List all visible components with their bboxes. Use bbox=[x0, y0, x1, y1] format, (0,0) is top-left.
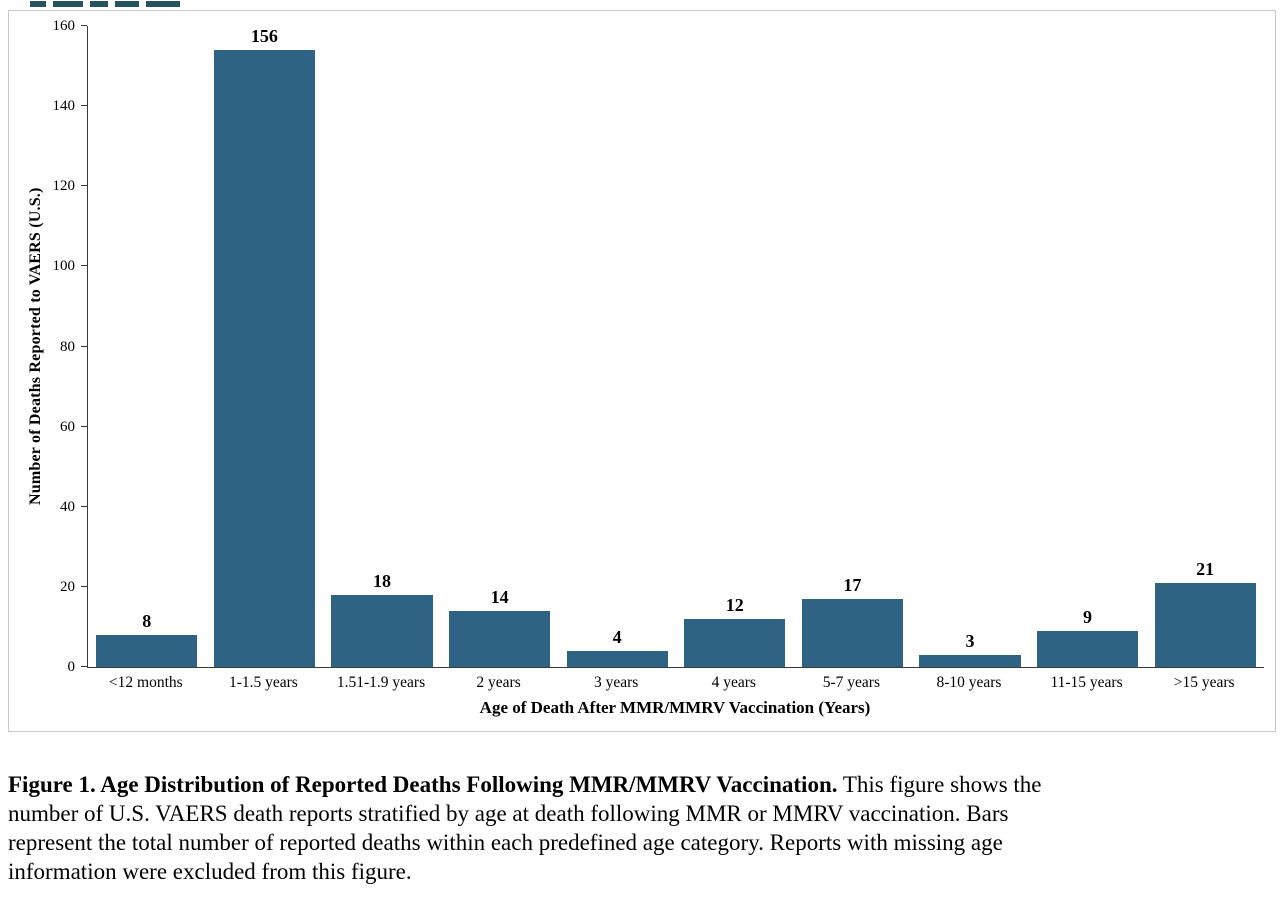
caption-line1-rest: This figure shows the bbox=[837, 772, 1042, 797]
bar-value-label: 14 bbox=[490, 586, 509, 607]
y-tick-label: 120 bbox=[52, 178, 76, 195]
clipped-word-shape bbox=[90, 1, 108, 7]
y-tick-mark bbox=[81, 265, 87, 267]
y-tick-mark bbox=[81, 425, 87, 427]
bar-value-label: 17 bbox=[843, 574, 862, 595]
bar-column: 4 bbox=[558, 26, 676, 667]
bar bbox=[684, 618, 786, 667]
bar-value-label: 8 bbox=[142, 610, 152, 631]
bar-column: 9 bbox=[1029, 26, 1147, 667]
y-axis-ticks: 0 20 40 60 80 100 120 140 160 bbox=[9, 18, 87, 675]
caption-figure-label: Figure 1. Age Distribution of Reported D… bbox=[8, 772, 838, 797]
y-tick-mark bbox=[81, 345, 87, 347]
y-tick-mark bbox=[81, 666, 87, 667]
x-tick-label: >15 years bbox=[1173, 674, 1235, 691]
bar-column: 17 bbox=[794, 26, 912, 667]
bar bbox=[331, 594, 433, 667]
caption-line: information were excluded from this figu… bbox=[8, 859, 412, 884]
x-tick-label: 1.51-1.9 years bbox=[336, 674, 426, 691]
x-tick-label: <12 months bbox=[108, 674, 183, 691]
x-tick-label: 8-10 years bbox=[936, 674, 1002, 691]
bar bbox=[801, 598, 903, 667]
x-tick-label: 2 years bbox=[476, 674, 521, 691]
y-tick-label: 160 bbox=[52, 18, 76, 34]
y-tick-mark bbox=[81, 25, 87, 26]
y-tick-label: 140 bbox=[52, 98, 76, 115]
bar-value-label: 18 bbox=[372, 570, 391, 591]
clipped-word-shape bbox=[53, 1, 83, 7]
clipped-word-shape bbox=[115, 1, 139, 7]
y-tick-mark bbox=[81, 505, 87, 507]
clipped-word-shape bbox=[146, 1, 180, 7]
y-tick-label: 100 bbox=[52, 258, 76, 275]
bar-column: 14 bbox=[441, 26, 559, 667]
y-tick-mark bbox=[81, 105, 87, 107]
x-tick-label: 3 years bbox=[594, 674, 639, 691]
bar bbox=[566, 650, 668, 667]
bar-column: 3 bbox=[911, 26, 1029, 667]
bar-column: 18 bbox=[323, 26, 441, 667]
y-tick-label: 0 bbox=[67, 659, 76, 675]
bar-value-label: 156 bbox=[250, 26, 278, 46]
x-tick-label: 11-15 years bbox=[1050, 674, 1123, 691]
figure-caption: Figure 1. Age Distribution of Reported D… bbox=[8, 770, 1208, 886]
x-tick-label: 4 years bbox=[711, 674, 756, 691]
bar bbox=[96, 634, 198, 667]
clipped-word-shape bbox=[30, 1, 46, 7]
y-tick-label: 20 bbox=[60, 578, 75, 595]
y-tick-mark bbox=[81, 585, 87, 587]
bar-value-label: 4 bbox=[612, 626, 622, 647]
bar-column: 156 bbox=[206, 26, 324, 667]
y-tick-label: 80 bbox=[60, 338, 75, 355]
x-tick-label: 5-7 years bbox=[822, 674, 880, 691]
bar bbox=[213, 50, 315, 667]
bar-column: 21 bbox=[1146, 26, 1264, 667]
figure-chart: Number of Deaths Reported to VAERS (U.S.… bbox=[8, 10, 1276, 732]
bar bbox=[1036, 630, 1139, 667]
plot-area: 8 156 18 14 4 12 17 3 9 21 bbox=[87, 26, 1264, 668]
bar bbox=[919, 654, 1021, 667]
bar-value-label: 9 bbox=[1083, 606, 1093, 627]
bar-value-label: 3 bbox=[965, 630, 975, 651]
y-tick-label: 60 bbox=[60, 418, 75, 435]
clipped-text-fragment bbox=[30, 0, 250, 7]
bar-value-label: 12 bbox=[725, 594, 744, 615]
bar bbox=[449, 610, 551, 667]
x-axis-labels: <12 months 1-1.5 years 1.51-1.9 years 2 yea… bbox=[87, 674, 1263, 692]
caption-line: Figure 1. Age Distribution of Reported D… bbox=[8, 770, 1208, 799]
bars-row: 8 156 18 14 4 12 17 3 9 21 bbox=[88, 26, 1264, 667]
bar-value-label: 21 bbox=[1196, 558, 1215, 579]
bar bbox=[1154, 582, 1256, 667]
bar-column: 12 bbox=[676, 26, 794, 667]
y-tick-mark bbox=[81, 185, 87, 187]
y-tick-label: 40 bbox=[60, 498, 75, 515]
x-axis-title: Age of Death After MMR/MMRV Vaccination … bbox=[479, 698, 871, 717]
caption-line: number of U.S. VAERS death reports strat… bbox=[8, 801, 1009, 826]
x-tick-label: 1-1.5 years bbox=[228, 674, 298, 691]
caption-line: represent the total number of reported d… bbox=[8, 830, 1003, 855]
bar-column: 8 bbox=[88, 26, 206, 667]
